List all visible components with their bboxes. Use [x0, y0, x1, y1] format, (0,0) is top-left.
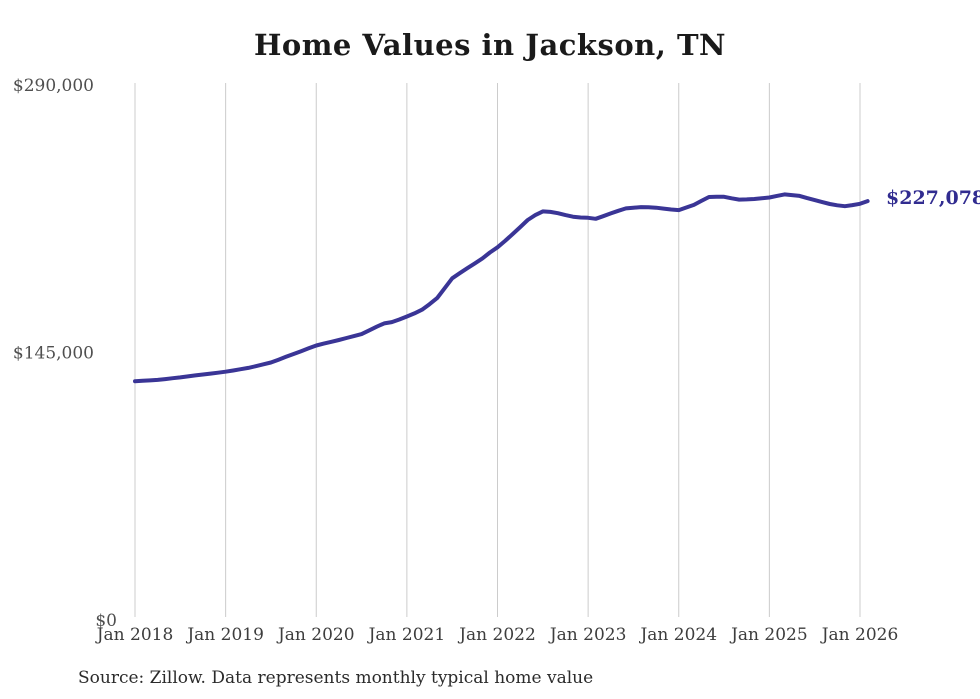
x-tick-label: Jan 2026: [820, 625, 899, 645]
chart-title: Home Values in Jackson, TN: [253, 28, 727, 62]
x-tick-label: Jan 2023: [548, 625, 627, 645]
x-tick-label: Jan 2025: [729, 625, 808, 645]
y-tick-label: $145,000: [13, 344, 94, 364]
x-tick-label: Jan 2021: [367, 625, 446, 645]
home-value-line: [133, 192, 870, 384]
latest-value-label: $227,078: [886, 187, 980, 209]
x-tick-label: Jan 2019: [185, 625, 264, 645]
x-tick-label: Jan 2022: [457, 625, 536, 645]
x-tick-label: Jan 2024: [638, 625, 717, 645]
x-tick-label: Jan 2018: [95, 625, 174, 645]
x-tick-label: Jan 2020: [276, 625, 355, 645]
y-tick-label: $0: [95, 611, 117, 631]
y-tick-label: $290,000: [13, 76, 94, 96]
source-note: Source: Zillow. Data represents monthly …: [78, 668, 594, 688]
